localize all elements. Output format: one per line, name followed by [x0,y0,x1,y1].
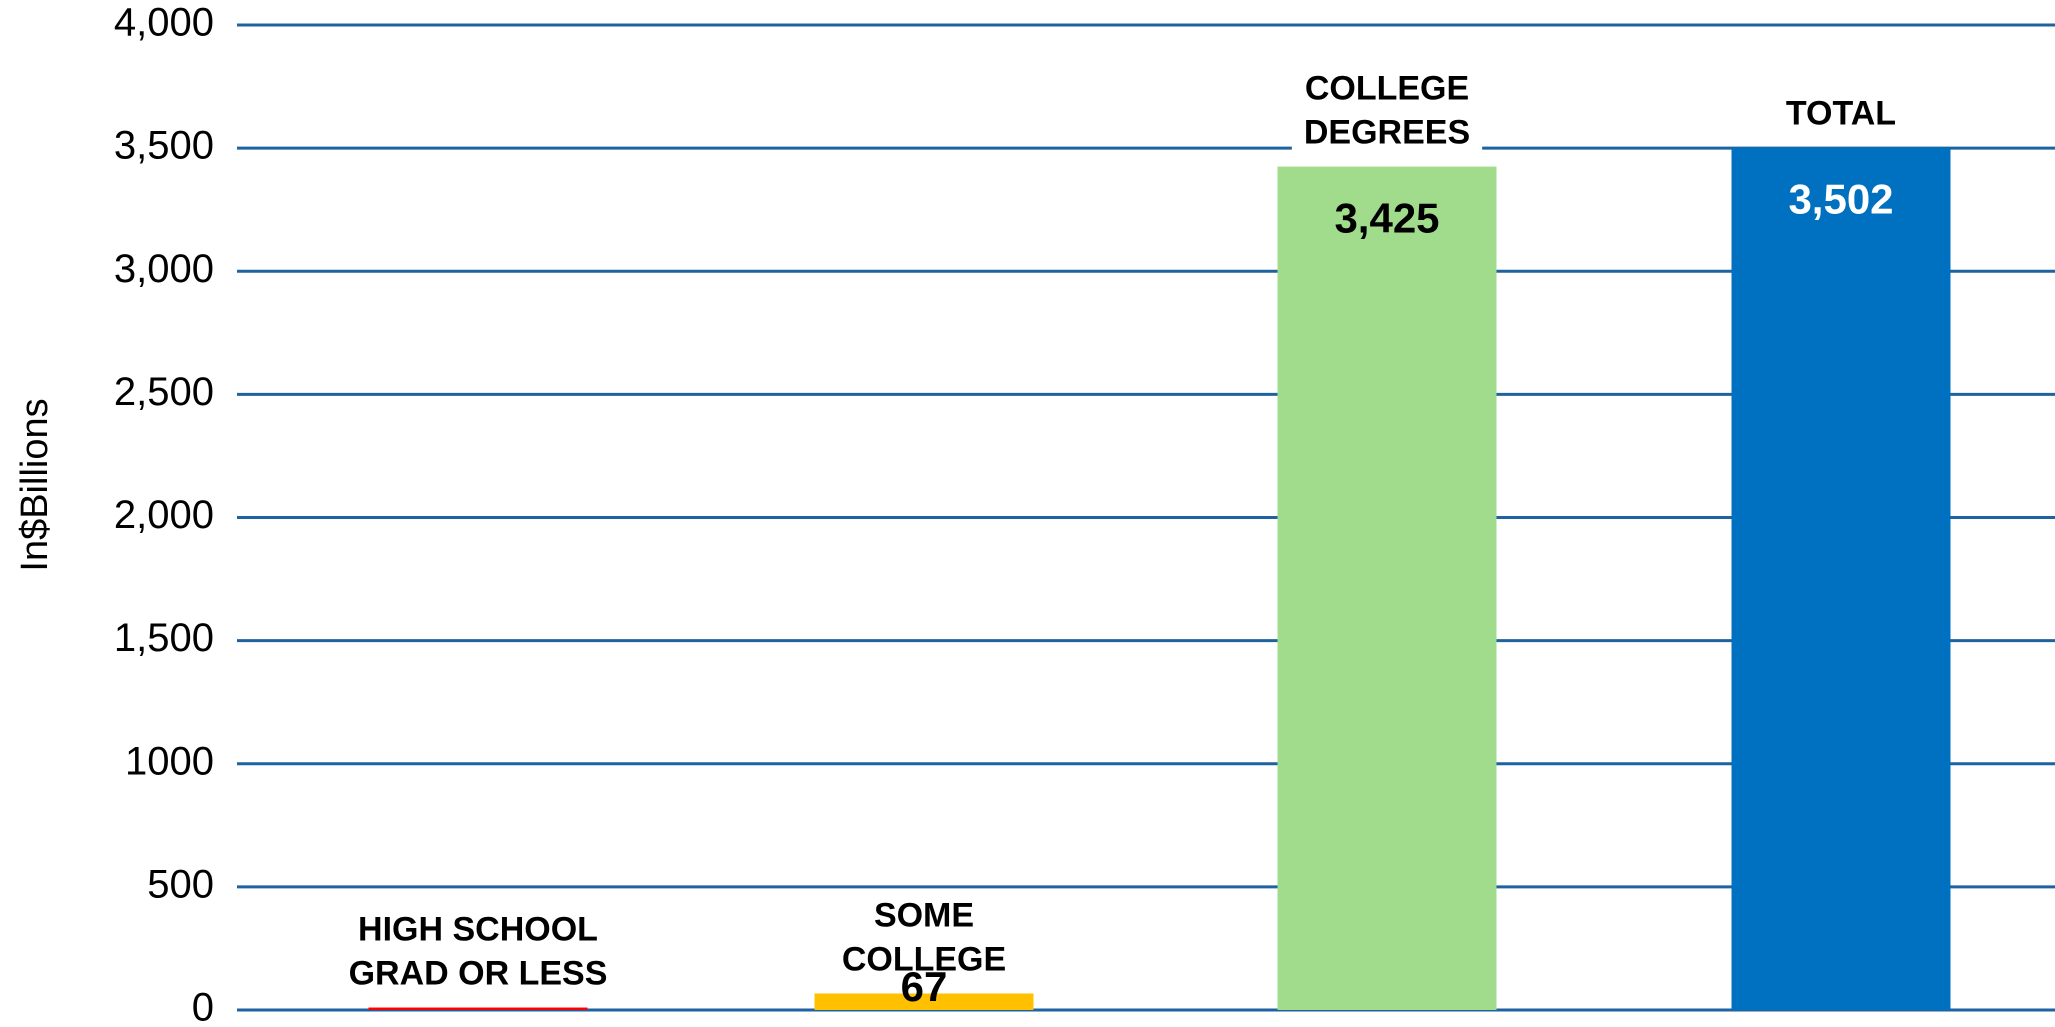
category-label: DEGREES [1304,114,1470,152]
bar [1277,166,1497,1010]
category-label: TOTAL [1786,95,1896,133]
y-tick-label: 1000 [125,739,214,783]
value-label: 3,502 [1788,176,1893,223]
y-tick-label: 3,500 [114,124,214,168]
y-tick-label: 0 [192,986,214,1027]
label-background [336,906,620,997]
label-background [829,892,1019,983]
bar [368,1007,588,1010]
category-label: HIGH SCHOOL [358,911,598,949]
y-tick-label: 2,000 [114,493,214,537]
category-label: COLLEGE [842,940,1006,978]
bar [1731,147,1951,1010]
y-tick-label: 4,000 [114,1,214,45]
y-tick-label: 1,500 [114,616,214,660]
y-axis-label: In$Billions [14,398,56,571]
category-label: SOME [874,896,974,934]
y-tick-label: 2,500 [114,370,214,414]
value-label: 3,425 [1334,195,1439,242]
category-label: GRAD OR LESS [349,955,608,993]
category-label: COLLEGE [1305,70,1469,108]
label-background [1773,90,1909,137]
y-tick-label: 3,000 [114,247,214,291]
y-tick-label: 500 [147,862,214,906]
label-background [1291,65,1483,156]
bar [814,993,1034,1010]
value-label: 67 [901,963,948,1010]
